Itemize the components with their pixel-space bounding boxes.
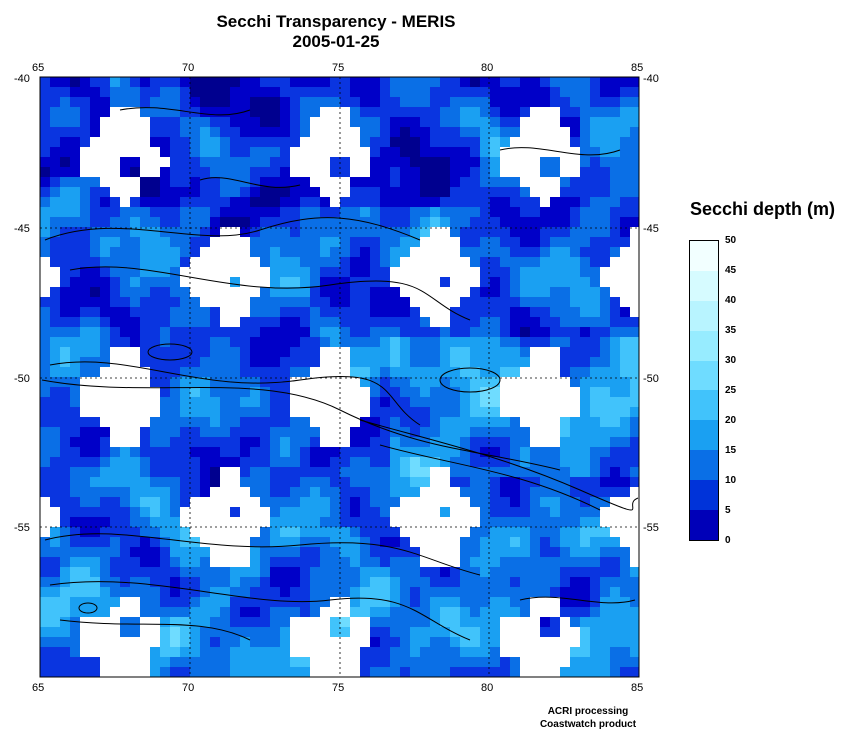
colorbar-band — [690, 450, 718, 481]
x-tick-bottom-85: 85 — [631, 682, 644, 694]
colorbar-band — [690, 390, 718, 421]
y-tick-left-45: -45 — [14, 223, 30, 235]
contour-line — [119, 107, 251, 116]
contour-line — [44, 533, 481, 576]
contour-line — [49, 361, 421, 426]
colorbar-label: 10 — [725, 475, 737, 486]
graticule — [40, 77, 639, 677]
colorbar-label: 40 — [725, 295, 737, 306]
colorbar-label: 30 — [725, 355, 737, 366]
contour-line — [519, 596, 636, 604]
contour-line — [59, 619, 251, 641]
y-tick-left-55: -55 — [14, 522, 30, 534]
x-tick-top-65: 65 — [32, 62, 45, 74]
colorbar-label: 45 — [725, 265, 737, 276]
x-tick-bottom-75: 75 — [332, 682, 345, 694]
colorbar-label: 50 — [725, 235, 737, 246]
contour-line — [41, 379, 561, 471]
colorbar-band — [690, 360, 718, 391]
contour-line — [49, 581, 471, 641]
x-tick-bottom-70: 70 — [182, 682, 195, 694]
colorbar-band — [690, 241, 718, 271]
contour-line — [44, 217, 421, 241]
y-tick-left-50: -50 — [14, 373, 30, 385]
bathymetry-contours — [41, 107, 639, 641]
legend-title: Secchi depth (m) — [690, 199, 836, 219]
contour-line — [359, 419, 639, 511]
y-tick-right-55: -55 — [643, 522, 659, 534]
credit-product: Coastwatch product — [539, 719, 637, 730]
contour-line — [147, 343, 193, 361]
x-tick-bottom-65: 65 — [32, 682, 45, 694]
colorbar-label: 20 — [725, 415, 737, 426]
x-tick-top-70: 70 — [182, 62, 195, 74]
colorbar — [689, 240, 719, 541]
chart-date: 2005-01-25 — [292, 32, 380, 51]
colorbar-band — [690, 300, 718, 331]
chart-title: Secchi Transparency - MERIS — [216, 12, 456, 31]
colorbar-label: 35 — [725, 325, 737, 336]
contour-line — [199, 177, 301, 188]
contour-line — [78, 602, 98, 614]
x-tick-top-85: 85 — [631, 62, 644, 74]
colorbar-band — [690, 420, 718, 451]
contour-line — [499, 147, 621, 156]
x-tick-bottom-80: 80 — [481, 682, 494, 694]
y-tick-right-40: -40 — [643, 73, 659, 85]
colorbar-label: 15 — [725, 445, 737, 456]
contour-line — [439, 367, 501, 393]
colorbar-band — [690, 270, 718, 301]
colorbar-band — [690, 330, 718, 361]
colorbar-label: 5 — [725, 505, 731, 516]
y-tick-left-40: -40 — [14, 73, 30, 85]
x-tick-top-75: 75 — [332, 62, 345, 74]
colorbar-band — [690, 480, 718, 511]
contour-line — [69, 266, 471, 321]
credit-processing: ACRI processing — [547, 706, 629, 717]
colorbar-band — [690, 510, 718, 540]
colorbar-label: 0 — [725, 535, 731, 546]
y-tick-right-45: -45 — [643, 223, 659, 235]
y-tick-right-50: -50 — [643, 373, 659, 385]
map-frame — [39, 76, 640, 678]
colorbar-label: 25 — [725, 385, 737, 396]
contour-line — [379, 444, 601, 511]
x-tick-top-80: 80 — [481, 62, 494, 74]
